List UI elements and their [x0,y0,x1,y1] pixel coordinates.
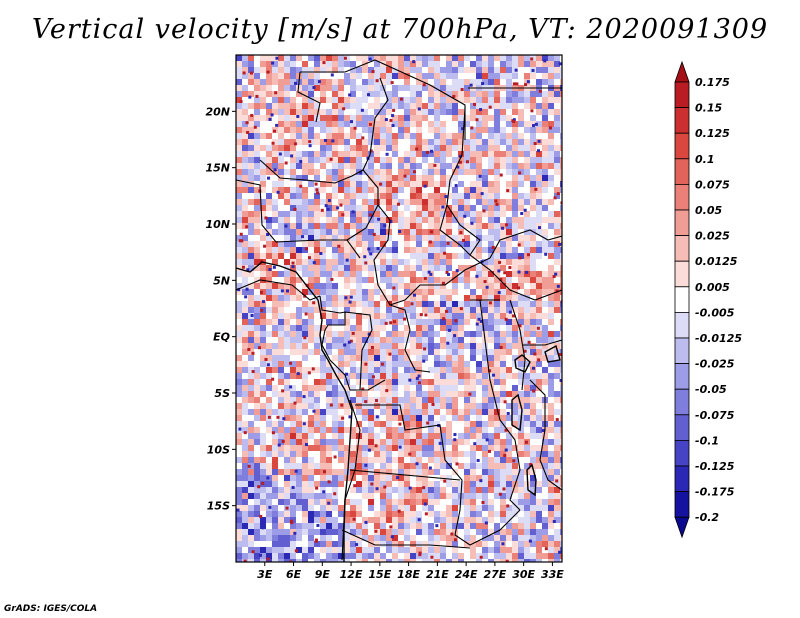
colorbar-segment [674,260,690,288]
lat-label: 5N [213,274,230,287]
colorbar-segment [674,235,690,262]
colorbar-segment [674,132,690,160]
colorbar-segment [674,491,690,518]
colorbar: 0.175 0.15 0.125 0.1 0.075 0.05 0.025 0.0125 0.0… [674,60,742,539]
colorbar-label: -0.2 [695,511,719,524]
colorbar-label: 0.1 [695,153,715,166]
lat-label: 5S [214,387,230,400]
colorbar-label: -0.1 [695,434,719,447]
lon-label: 3E [257,568,273,581]
colorbar-segment [674,107,690,134]
colorbar-segment [674,465,690,493]
lat-label: 10S [207,443,230,456]
lon-label: 18E [397,568,420,581]
lat-label: 20N [205,105,230,118]
colorbar-label: -0.175 [695,486,735,499]
colorbar-segment [674,81,690,109]
colorbar-label: 0.075 [695,178,730,191]
chart-title: Vertical velocity [m/s] at 700hPa, VT: 2… [31,14,769,45]
latitude-axis: 20N 15N 10N 5N EQ 5S 10S 15S [205,105,236,513]
lon-label: 24E [455,568,478,581]
colorbar-label: 0.005 [695,281,730,294]
colorbar-label: 0.175 [695,76,730,89]
lon-label: 12E [340,568,363,581]
lat-label: EQ [213,331,230,344]
colorbar-label: -0.05 [695,383,727,396]
colorbar-segment [674,209,690,237]
lat-label: 15S [207,500,230,513]
lat-label: 10N [205,218,230,231]
colorbar-label: 0.025 [695,230,730,243]
lon-label: 15E [368,568,391,581]
grads-credit: GrADS: IGES/COLA [4,604,98,614]
vertical-velocity-field [236,55,562,562]
colorbar-label: -0.075 [695,409,735,422]
colorbar-label: 0.15 [695,102,722,115]
lon-label: 6E [286,568,302,581]
lon-label: 9E [315,568,331,581]
colorbar-bottom-triangle [674,516,690,539]
map-frame [235,54,563,563]
colorbar-segment [674,363,690,390]
colorbar-segment [674,286,690,313]
colorbar-label: 0.05 [695,204,722,217]
colorbar-label: -0.025 [695,358,735,371]
colorbar-segment [674,337,690,365]
colorbar-label: 0.0125 [695,255,738,268]
lon-label: 30E [512,568,535,581]
colorbar-label: -0.0125 [695,332,742,345]
longitude-axis: 3E 6E 9E 12E 15E 18E 21E 24E 27E 30E 33E [257,562,564,581]
colorbar-segment [674,158,690,185]
lat-label: 15N [205,162,230,175]
colorbar-label: 0.125 [695,127,730,140]
colorbar-segment [674,388,690,416]
colorbar-label: -0.005 [695,306,735,319]
colorbar-label: -0.125 [695,460,735,473]
lon-label: 33E [541,568,564,581]
colorbar-segment [674,439,690,467]
colorbar-segment [674,414,690,441]
colorbar-segment [674,311,690,339]
country-borders [236,59,562,562]
lon-label: 27E [483,568,506,581]
colorbar-segment [674,183,690,211]
lon-label: 21E [426,568,449,581]
colorbar-top-triangle [674,60,690,83]
